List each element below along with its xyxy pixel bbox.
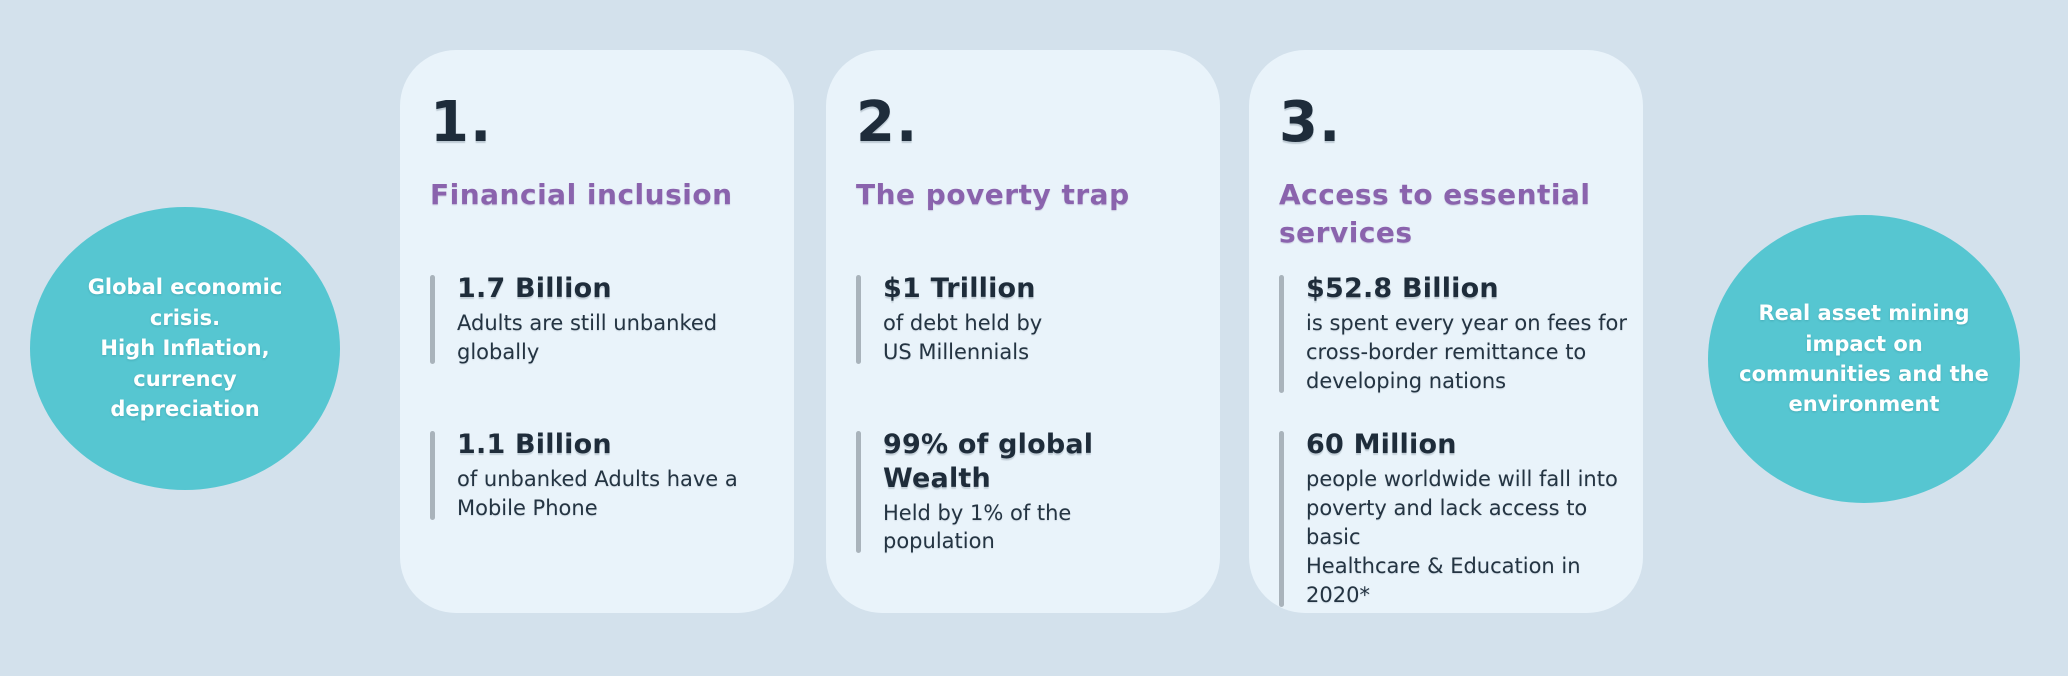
stat-block: 1.1 Billion of unbanked Adults have a Mo… [430, 428, 784, 523]
stat-block: $52.8 Billion is spent every year on fee… [1279, 272, 1633, 396]
stat-accent-bar [1279, 431, 1284, 607]
stat-description: of unbanked Adults have a Mobile Phone [457, 466, 738, 520]
stat-description: people worldwide will fall into poverty … [1306, 466, 1618, 607]
right-circle-text: Real asset mining impact on communities … [1739, 301, 1989, 417]
stat-body: 1.7 Billion Adults are still unbanked gl… [457, 272, 717, 367]
stat-value: 60 Million [1306, 429, 1457, 460]
stat-description: of debt held by US Millennials [883, 310, 1043, 364]
left-circle-text: Global economic crisis. High Inflation, … [87, 275, 283, 422]
stat-block: 99% of global Wealth Held by 1% of the p… [856, 428, 1210, 556]
stat-description: Held by 1% of the population [883, 500, 1072, 554]
stat-accent-bar [856, 275, 861, 364]
stat-block: 60 Million people worldwide will fall in… [1279, 428, 1633, 610]
stat-body: 99% of global Wealth Held by 1% of the p… [883, 428, 1210, 556]
card-3-title: Access to essential services [1279, 178, 1591, 249]
card-1-number: 1. [430, 90, 493, 155]
card-access-essential-services: 3. Access to essential services $52.8 Bi… [1249, 50, 1643, 613]
stat-accent-bar [430, 431, 435, 520]
stat-description: is spent every year on fees for cross-bo… [1306, 310, 1627, 393]
stat-body: 1.1 Billion of unbanked Adults have a Mo… [457, 428, 738, 523]
left-highlight-circle: Global economic crisis. High Inflation, … [30, 207, 340, 490]
stat-body: $52.8 Billion is spent every year on fee… [1306, 272, 1627, 396]
stat-value: $1 Trillion [883, 273, 1036, 304]
card-2-number: 2. [856, 90, 919, 155]
stat-description: Adults are still unbanked globally [457, 310, 718, 364]
stat-accent-bar [1279, 275, 1284, 393]
stat-accent-bar [430, 275, 435, 364]
stat-value: 1.1 Billion [457, 429, 612, 460]
card-financial-inclusion: 1. Financial inclusion 1.7 Billion Adult… [400, 50, 794, 613]
stat-accent-bar [856, 431, 861, 554]
stat-block: $1 Trillion of debt held by US Millennia… [856, 272, 1210, 367]
stat-body: $1 Trillion of debt held by US Millennia… [883, 272, 1042, 367]
card-2-title: The poverty trap [856, 178, 1130, 211]
card-poverty-trap: 2. The poverty trap $1 Trillion of debt … [826, 50, 1220, 613]
stat-block: 1.7 Billion Adults are still unbanked gl… [430, 272, 784, 367]
stat-value: 99% of global Wealth [883, 429, 1094, 494]
stat-body: 60 Million people worldwide will fall in… [1306, 428, 1633, 610]
stat-value: $52.8 Billion [1306, 273, 1499, 304]
stat-value: 1.7 Billion [457, 273, 612, 304]
card-3-number: 3. [1279, 90, 1342, 155]
right-highlight-circle: Real asset mining impact on communities … [1708, 215, 2020, 503]
card-1-title: Financial inclusion [430, 178, 733, 211]
